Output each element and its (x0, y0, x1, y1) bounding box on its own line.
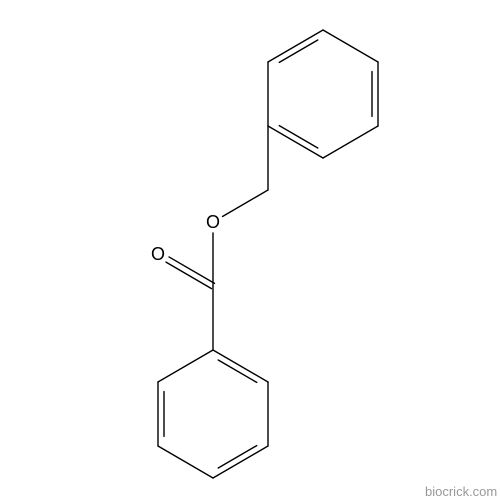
atom-label-o1: O (206, 213, 220, 231)
molecule-svg (0, 0, 500, 500)
atom-label-o2: O (151, 245, 165, 263)
watermark-text: biocrick.com (425, 484, 497, 499)
molecule-canvas: OO (0, 0, 500, 500)
